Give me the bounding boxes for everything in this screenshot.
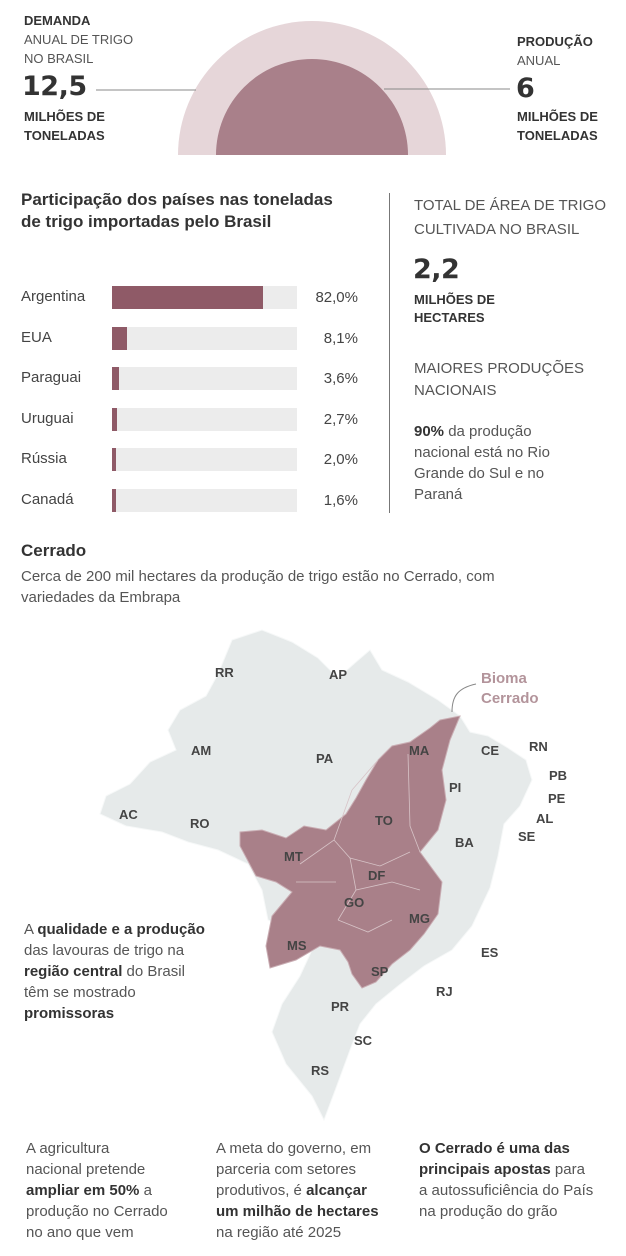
bar-fill — [112, 286, 263, 309]
bar-category-label: Paraguai — [21, 369, 82, 386]
state-label-pi: PI — [449, 780, 462, 795]
area-value: 2,2 — [413, 254, 460, 285]
state-label-pb: PB — [549, 768, 568, 783]
column-divider — [389, 193, 390, 513]
bar-fill — [112, 488, 116, 512]
state-label-ap: AP — [329, 667, 348, 682]
biome-callout-line — [451, 683, 477, 713]
bar-track — [112, 488, 297, 512]
bottom-note-3: O Cerrado é uma das principais apostas p… — [419, 1140, 594, 1220]
state-label-sp: SP — [371, 964, 389, 979]
bar-fill — [112, 407, 117, 431]
demand-label-1: DEMANDA — [24, 13, 91, 28]
bar-value-label: 8,1% — [323, 329, 358, 347]
demand-label-2: ANUAL DE TRIGO — [24, 32, 134, 47]
largest-label: MAIORES PRODUÇÕES NACIONAIS — [414, 358, 584, 402]
demand-unit-1: MILHÕES DE — [24, 109, 105, 124]
demand-label-3: NO BRASIL — [24, 51, 94, 66]
bar-category-label: Rússia — [21, 450, 67, 467]
state-label-pa: PA — [316, 751, 334, 766]
imports-chart-title-2: de trigo importadas pelo Brasil — [21, 212, 272, 231]
state-label-pe: PE — [548, 791, 566, 806]
production-unit-1: MILHÕES DE — [517, 109, 598, 124]
state-label-es: ES — [481, 945, 499, 960]
bar-fill — [112, 448, 116, 471]
state-label-rr: RR — [215, 665, 234, 680]
bar-track — [112, 326, 297, 350]
state-label-ms: MS — [287, 938, 307, 953]
bar-track — [112, 448, 297, 471]
state-borders — [296, 753, 421, 933]
largest-label-1: MAIORES PRODUÇÕES — [414, 360, 585, 377]
cerrado-biome-region — [239, 715, 461, 989]
bar-value-label: 3,6% — [323, 370, 358, 387]
area-label-2: CULTIVADA NO BRASIL — [414, 221, 580, 238]
state-label-mt: MT — [284, 849, 303, 864]
state-label-to: TO — [375, 813, 393, 828]
production-value: 6 — [516, 73, 535, 104]
bar-track — [112, 367, 297, 390]
imports-chart-title-1: Participação dos países nas toneladas — [21, 190, 333, 209]
state-label-sc: SC — [354, 1033, 373, 1048]
area-unit-1: MILHÕES DE — [414, 292, 495, 307]
largest-pct: 90% — [414, 423, 445, 440]
bar-value-label: 2,7% — [323, 410, 358, 428]
area-label-1: TOTAL DE ÁREA DE TRIGO — [414, 197, 606, 214]
state-label-ac: AC — [119, 807, 138, 822]
demand-unit-2: TONELADAS — [24, 128, 105, 143]
state-label-mg: MG — [409, 911, 430, 926]
largest-text: 90% da produção nacional está no Rio Gra… — [414, 423, 550, 503]
area-label: TOTAL DE ÁREA DE TRIGO CULTIVADA NO BRAS… — [414, 194, 606, 242]
state-label-al: AL — [536, 811, 554, 826]
state-label-rn: RN — [529, 739, 548, 754]
demand-value: 12,5 — [22, 71, 87, 102]
state-label-df: DF — [368, 868, 386, 883]
bar-value-label: 2,0% — [323, 451, 358, 468]
bar-category-label: Argentina — [21, 288, 86, 305]
bar-value-label: 82,0% — [315, 289, 358, 306]
state-label-se: SE — [518, 829, 536, 844]
bar-track — [112, 407, 297, 431]
biome-label: Bioma Cerrado — [481, 670, 539, 707]
quality-note: A qualidade e a produção das lavouras de… — [24, 921, 205, 1022]
state-label-ro: RO — [190, 816, 210, 831]
brazil-map — [99, 629, 533, 1122]
state-label-ce: CE — [481, 743, 500, 758]
bar-fill — [112, 367, 119, 390]
bar-track — [112, 286, 297, 309]
bottom-note-2: A meta do governo, em parceria com setor… — [216, 1140, 379, 1241]
cerrado-title: Cerrado — [21, 541, 87, 560]
bar-category-label: Uruguai — [21, 409, 74, 427]
production-unit-2: TONELADAS — [517, 128, 598, 143]
area-unit-2: HECTARES — [414, 310, 485, 325]
cerrado-subtitle: Cerca de 200 mil hectares da produção de… — [21, 568, 495, 606]
demand-production-graphic — [96, 21, 510, 155]
bar-fill — [112, 326, 127, 350]
bar-value-label: 1,6% — [323, 491, 358, 509]
state-label-ma: MA — [409, 743, 430, 758]
largest-label-2: NACIONAIS — [414, 382, 497, 399]
production-semicircle — [216, 59, 408, 155]
state-label-am: AM — [191, 743, 212, 758]
state-label-ba: BA — [455, 835, 474, 850]
state-label-go: GO — [344, 895, 365, 910]
bottom-note-1: A agricultura nacional pretende ampliar … — [26, 1140, 168, 1241]
state-label-rs: RS — [311, 1063, 330, 1078]
production-label-1: PRODUÇÃO — [517, 34, 593, 49]
bar-category-label: EUA — [21, 328, 52, 346]
state-label-pr: PR — [331, 999, 350, 1014]
state-label-rj: RJ — [436, 984, 453, 999]
bar-category-label: Canadá — [21, 490, 74, 508]
production-label-2: ANUAL — [517, 53, 561, 68]
